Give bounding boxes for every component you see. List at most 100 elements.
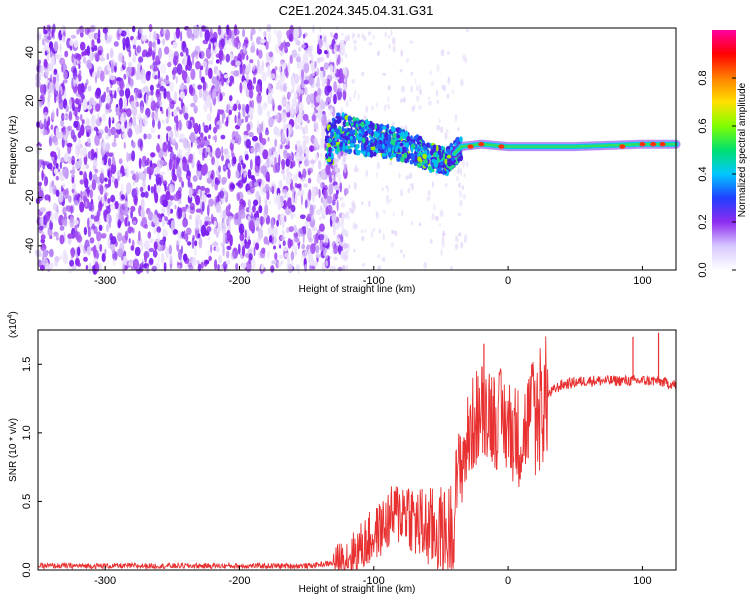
spectrogram-noise-cell (411, 221, 414, 226)
spectrogram-noise-cell (214, 240, 217, 247)
spectrogram-noise-cell (181, 206, 187, 213)
spectrogram-noise-cell (294, 100, 299, 107)
spectrogram-noise-cell (457, 212, 461, 216)
spectrogram-noise-cell (376, 162, 381, 170)
spectrogram-noise-cell (350, 209, 355, 214)
spectrogram-noise-cell (298, 46, 301, 52)
spectrogram-noise-cell (333, 184, 340, 191)
spectrogram-noise-cell (160, 252, 165, 265)
spectrogram-noise-cell (277, 37, 281, 46)
spectrogram-noise-cell (348, 184, 351, 190)
spectrogram-noise-cell (383, 209, 386, 214)
spectrogram-noise-cell (400, 188, 403, 197)
colorbar-label: Normalized spectral amplitude (737, 82, 748, 217)
spectrogram-noise-cell (241, 262, 247, 269)
spectrogram-signal-cell (423, 144, 426, 151)
spectrogram-noise-cell (128, 152, 132, 162)
spectrogram-noise-cell (244, 238, 247, 245)
spectrogram-noise-cell (53, 41, 59, 52)
spectrogram-noise-cell (190, 68, 196, 81)
spectrogram-noise-cell (162, 199, 169, 208)
spectrogram-noise-cell (187, 262, 193, 268)
colorbar-tick-label: 0.8 (697, 70, 709, 85)
spectrogram-noise-cell (45, 262, 50, 272)
spectrogram-noise-cell (60, 119, 65, 127)
spectrogram-noise-cell (53, 168, 59, 175)
spectrogram-noise-cell (462, 193, 467, 200)
spectrogram-noise-cell (95, 103, 101, 112)
spectrogram-noise-cell (140, 191, 146, 198)
spectrogram-noise-cell (78, 98, 82, 109)
spectrogram-noise-cell (186, 170, 191, 177)
spectrogram-noise-cell (320, 66, 324, 72)
spectrogram-noise-cell (203, 125, 209, 133)
spectrogram-noise-cell (298, 89, 304, 95)
spectrogram-noise-cell (376, 50, 380, 57)
spectrogram-noise-cell (155, 173, 160, 186)
spectrogram-noise-cell (316, 70, 320, 77)
spectrogram-noise-cell (281, 132, 285, 143)
spectrogram-noise-cell (189, 132, 196, 143)
spectrogram-noise-cell (162, 29, 167, 35)
spectrogram-signal-cell (416, 162, 422, 168)
spectrogram-noise-cell (69, 39, 74, 46)
spectrogram-noise-cell (391, 229, 394, 235)
spectrogram-noise-cell (293, 225, 297, 234)
spectrogram-noise-cell (329, 176, 333, 183)
spectrogram-noise-cell (254, 142, 261, 153)
spectrogram-noise-cell (104, 153, 107, 166)
spectrogram-noise-cell (295, 124, 299, 130)
spectrogram-noise-cell (260, 165, 267, 175)
snr-y-tick-label: 1.5 (21, 357, 33, 372)
spectrogram-noise-cell (402, 253, 405, 259)
spectrogram-noise-cell (300, 69, 305, 81)
spectrogram-noise-cell (271, 146, 276, 152)
spectrogram-noise-cell (198, 123, 201, 135)
spectrogram-noise-cell (71, 159, 75, 165)
spectrogram-noise-cell (279, 218, 282, 226)
spectrogram-noise-cell (231, 146, 234, 158)
spectrogram-noise-cell (362, 263, 366, 267)
spectrogram-noise-cell (294, 245, 298, 257)
spectrogram-noise-cell (333, 81, 337, 93)
spectrogram-noise-cell (439, 223, 442, 227)
spectrogram-noise-cell (130, 78, 134, 87)
spectrogram-noise-cell (340, 250, 345, 260)
spectrogram-noise-cell (84, 82, 88, 90)
spectrogram-noise-cell (207, 250, 212, 257)
spectrogram-noise-cell (39, 264, 45, 271)
spectrogram-noise-cell (269, 73, 276, 80)
spectrogram-noise-cell (319, 99, 324, 111)
spectrogram-noise-cell (183, 230, 186, 240)
spectrogram-noise-cell (59, 57, 66, 66)
spectrogram-noise-cell (152, 31, 157, 43)
spectrogram-noise-cell (319, 26, 322, 34)
spectrogram-noise-cell (367, 31, 372, 36)
spectrogram-noise-cell (351, 79, 356, 84)
spectrogram-noise-cell (123, 141, 126, 149)
spectrogram-noise-cell (201, 194, 207, 202)
spectrogram-noise-cell (218, 255, 222, 264)
spectrogram-noise-cell (431, 212, 435, 221)
spectrogram-noise-cell (198, 236, 203, 249)
spectrogram-noise-cell (289, 54, 293, 64)
spectrogram-noise-cell (91, 52, 94, 61)
spectrogram-noise-cell (436, 124, 441, 131)
spectrogram-noise-cell (341, 32, 344, 36)
spectrogram-noise-cell (310, 61, 314, 68)
spectrogram-noise-cell (457, 232, 462, 237)
spectrogram-noise-cell (262, 149, 269, 160)
spectrogram-noise-cell (298, 145, 303, 158)
spectrogram-signal-cell (340, 133, 344, 138)
spectrogram-noise-cell (156, 83, 160, 89)
spectrogram-noise-cell (302, 139, 306, 149)
spectrogram-noise-cell (462, 54, 467, 62)
spectrogram-noise-cell (436, 99, 439, 105)
spectrogram-noise-cell (266, 189, 270, 201)
spectrogram-noise-cell (197, 163, 202, 172)
spectrogram-noise-cell (152, 41, 156, 48)
spectrogram-noise-cell (320, 197, 323, 204)
spectrogram-noise-cell (245, 103, 250, 114)
spectrogram-noise-cell (319, 107, 322, 115)
spectrogram-noise-cell (381, 187, 384, 191)
